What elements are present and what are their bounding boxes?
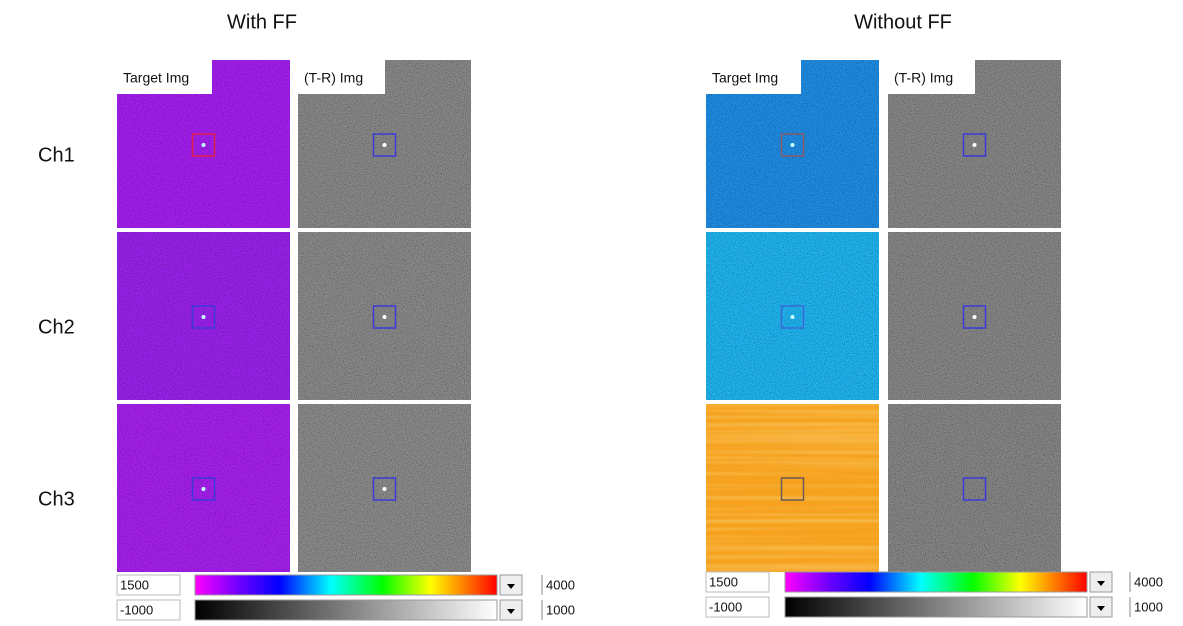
column-label: Target Img: [123, 70, 189, 86]
roi-box: [191, 305, 216, 329]
colorbar: [784, 596, 1088, 618]
roi-box: [962, 477, 987, 501]
roi-box: [372, 305, 397, 329]
column-label: (T-R) Img: [894, 70, 953, 86]
spot: [201, 143, 206, 147]
roi-box: [962, 133, 987, 157]
colorbar-max: 1000: [546, 602, 575, 617]
colorbar-min: -1000: [120, 602, 153, 617]
colorbar: [194, 599, 498, 621]
column-label: (T-R) Img: [304, 70, 363, 86]
min-input: [705, 571, 770, 593]
roi-box: [191, 477, 216, 501]
roi-box: [780, 133, 805, 157]
label-bg: [117, 60, 212, 94]
spot: [972, 315, 977, 319]
colorbar-max: 1000: [1134, 599, 1163, 614]
dropdown-arrow: [507, 609, 515, 614]
roi-box: [372, 477, 397, 501]
dropdown-arrow: [1097, 606, 1105, 611]
spot: [382, 487, 387, 491]
roi-box: [962, 305, 987, 329]
roi-box: [780, 305, 805, 329]
spot: [201, 315, 206, 319]
panel-title: Without FF: [854, 11, 952, 33]
dropdown-arrow: [507, 584, 515, 589]
spot: [382, 315, 387, 319]
colorbar-max: 4000: [546, 577, 575, 592]
roi-box: [780, 477, 805, 501]
colorbar: [194, 574, 498, 596]
column-label: Target Img: [712, 70, 778, 86]
row-label: Ch2: [38, 316, 75, 338]
min-input: [116, 599, 181, 621]
colorbar-min: -1000: [709, 599, 742, 614]
label-bg: [298, 60, 385, 94]
row-label: Ch3: [38, 488, 75, 510]
image-noise: [706, 404, 879, 572]
panel-title: With FF: [227, 11, 297, 33]
spot: [972, 143, 977, 147]
spot: [790, 143, 795, 147]
roi-box: [372, 133, 397, 157]
label-bg: [706, 60, 801, 94]
roi-box: [191, 133, 216, 157]
colorbar-min: 1500: [120, 577, 149, 592]
min-input: [705, 596, 770, 618]
spot: [790, 315, 795, 319]
spot: [201, 487, 206, 491]
dropdown-arrow: [1097, 581, 1105, 586]
colorbar: [784, 571, 1088, 593]
spot: [382, 143, 387, 147]
label-bg: [888, 60, 975, 94]
row-label: Ch1: [38, 144, 75, 166]
image-noise: [888, 404, 1061, 572]
colorbar-max: 4000: [1134, 574, 1163, 589]
colorbar-min: 1500: [709, 574, 738, 589]
min-input: [116, 574, 181, 596]
